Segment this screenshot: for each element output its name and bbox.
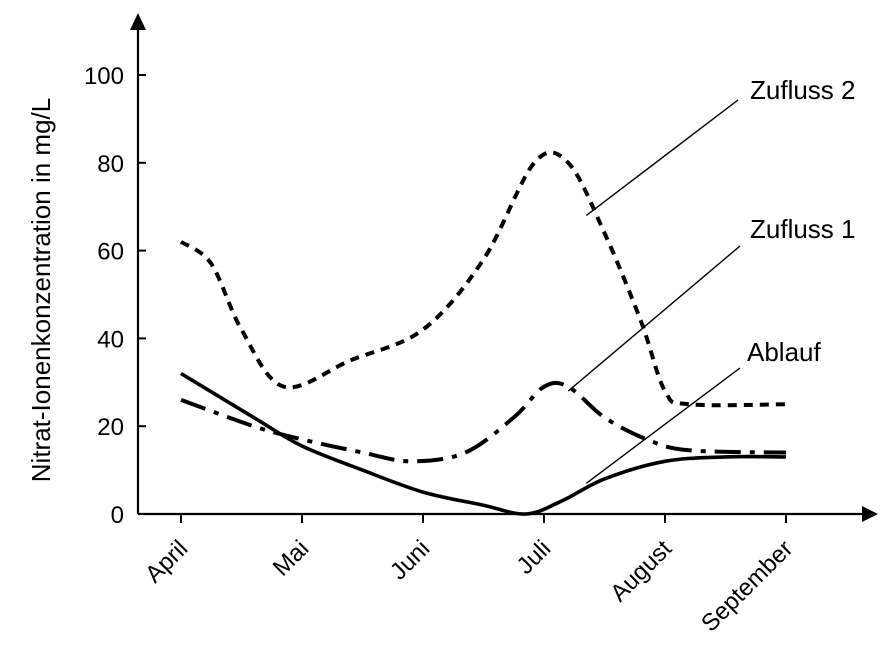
x-axis-arrow <box>862 506 878 522</box>
y-tick-label: 80 <box>97 151 124 178</box>
series-label-ablauf: Ablauf <box>747 337 821 367</box>
x-tick-label-juni: Juni <box>385 535 435 585</box>
y-tick-label: 0 <box>111 502 124 529</box>
ticks-group: 0 20 40 60 80 100 April Mai Juni Juli August Septem… <box>84 63 798 637</box>
y-tick-label: 100 <box>84 63 124 90</box>
series-label-zufluss-1: Zufluss 1 <box>750 214 856 244</box>
axes-group <box>130 13 878 522</box>
series-line-zufluss-2 <box>179 150 787 408</box>
x-tick-label-september: September <box>696 535 798 637</box>
leader-lines-group <box>567 99 741 484</box>
series-line-zufluss-1 <box>180 380 787 464</box>
leader-line-zufluss-2 <box>585 99 739 217</box>
series-line-ablauf <box>180 371 787 516</box>
y-tick-label: 20 <box>97 414 124 441</box>
y-tick-label: 60 <box>97 239 124 266</box>
leader-line-zufluss-1 <box>567 245 741 392</box>
x-tick-label-mai: Mai <box>268 535 314 581</box>
x-tick-label-august: August <box>605 535 677 607</box>
y-axis-arrow <box>130 13 146 30</box>
series-group <box>179 150 787 516</box>
x-tick-label-juli: Juli <box>512 535 557 580</box>
y-axis-title: Nitrat-Ionenkonzentration in mg/L <box>26 98 56 482</box>
y-tick-label: 40 <box>97 326 124 353</box>
labels-group: Zufluss 2 Zufluss 1 Ablauf <box>747 75 856 367</box>
x-tick-label-april: April <box>140 535 193 588</box>
series-label-zufluss-2: Zufluss 2 <box>750 75 856 105</box>
leader-line-ablauf <box>585 367 741 484</box>
